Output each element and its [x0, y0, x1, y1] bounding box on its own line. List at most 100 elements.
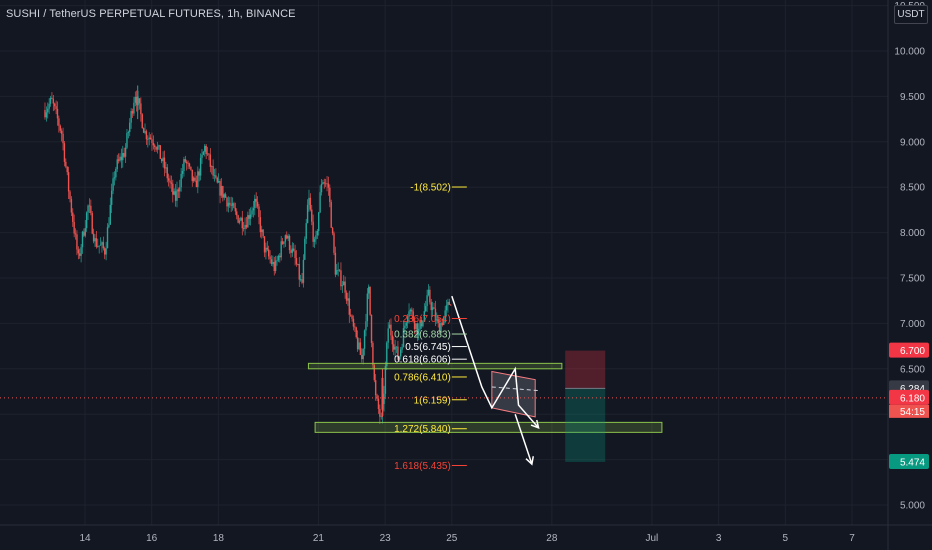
candle-body: [368, 286, 370, 294]
candle-body: [437, 319, 439, 324]
candle-body: [177, 189, 180, 192]
candle-body: [284, 235, 287, 242]
candle-body: [273, 261, 275, 271]
zone-layer: [307, 350, 663, 462]
candle-body: [248, 215, 250, 219]
candle-body: [347, 298, 349, 301]
candle-body: [423, 311, 426, 321]
candle-body: [316, 230, 319, 236]
candle-body: [216, 177, 218, 183]
candle-body: [113, 177, 116, 179]
candle-body: [393, 344, 395, 350]
candle-body: [308, 197, 310, 205]
candle-body: [413, 320, 416, 330]
candle-body: [322, 182, 324, 184]
candle-body: [444, 310, 446, 317]
candle-body: [319, 192, 321, 213]
candle-body: [123, 152, 125, 157]
candle-body: [45, 112, 48, 118]
candle-body: [408, 311, 410, 317]
price-tick-label: 6.500: [900, 364, 925, 375]
candle-body: [66, 166, 68, 173]
candle-body: [299, 279, 302, 281]
candle-body: [124, 147, 127, 157]
candle-body: [202, 151, 205, 155]
candle-body: [426, 295, 428, 307]
time-tick-label: 18: [213, 533, 225, 544]
candle-body: [431, 307, 434, 311]
time-tick-label: Jul: [646, 533, 659, 544]
candle-body: [356, 337, 359, 350]
candle-body: [265, 247, 267, 253]
candle-body: [381, 377, 384, 410]
candle-body: [188, 163, 191, 167]
candle-body: [220, 185, 223, 196]
candle-body: [351, 315, 353, 319]
candle-body: [205, 145, 207, 154]
price-tick-label: 7.000: [900, 319, 925, 330]
candle-body: [434, 308, 437, 321]
candle-body: [425, 306, 427, 312]
candle-body: [395, 346, 398, 348]
price-unit-button[interactable]: USDT: [894, 5, 928, 24]
candle-body: [88, 205, 91, 207]
price-marker-label: 6.284: [900, 384, 925, 395]
candle-body: [394, 346, 396, 350]
fib-level-label: 0.382(6.883): [394, 330, 451, 341]
candle-body: [362, 348, 364, 360]
candle-body: [370, 314, 373, 343]
candle-body: [54, 103, 56, 107]
candle-body: [430, 302, 432, 311]
candle-body: [179, 187, 181, 192]
candle-body: [159, 145, 162, 159]
price-marker-box: [889, 342, 929, 358]
candle-body: [331, 227, 334, 234]
candle-body: [374, 380, 377, 396]
arrow-head: [525, 456, 535, 466]
candle-body: [51, 97, 53, 99]
support-zone: [314, 421, 663, 433]
candle-body: [293, 248, 295, 251]
candle-body: [230, 204, 232, 206]
candle-body: [155, 147, 157, 150]
candle-body: [440, 322, 442, 333]
candle-body: [359, 342, 362, 355]
candle-body: [219, 181, 221, 196]
candle-body: [419, 320, 421, 329]
candle-body: [380, 415, 382, 417]
candle-body: [162, 157, 164, 162]
price-marker-label: 5.474: [900, 457, 925, 468]
candle-body: [191, 169, 193, 182]
candle-body: [405, 322, 407, 326]
candle-body: [147, 138, 149, 140]
candle-body: [181, 171, 184, 174]
candle-body: [263, 236, 266, 253]
candle-body: [186, 161, 188, 164]
candle-body: [174, 191, 177, 201]
candle-body: [355, 327, 357, 338]
candle-body: [411, 309, 413, 312]
candle-body: [298, 264, 300, 280]
candle-body: [83, 231, 85, 236]
candle-body: [311, 209, 313, 222]
price-tick-label: 5.000: [900, 501, 925, 512]
candle-body: [336, 270, 338, 275]
candle-body: [416, 323, 419, 336]
candle-body: [409, 309, 412, 312]
candle-body: [376, 395, 378, 399]
candle-body: [65, 161, 67, 167]
candle-body: [233, 203, 235, 209]
candle-body: [217, 181, 220, 183]
candle-body: [276, 260, 278, 262]
countdown-box: [889, 404, 929, 418]
candle-body: [366, 293, 369, 322]
candle-body: [443, 316, 445, 326]
candle-body: [90, 205, 92, 214]
candle-body: [438, 323, 441, 333]
candle-body: [327, 183, 330, 188]
candle-body: [272, 261, 274, 265]
candle-body: [450, 304, 452, 306]
